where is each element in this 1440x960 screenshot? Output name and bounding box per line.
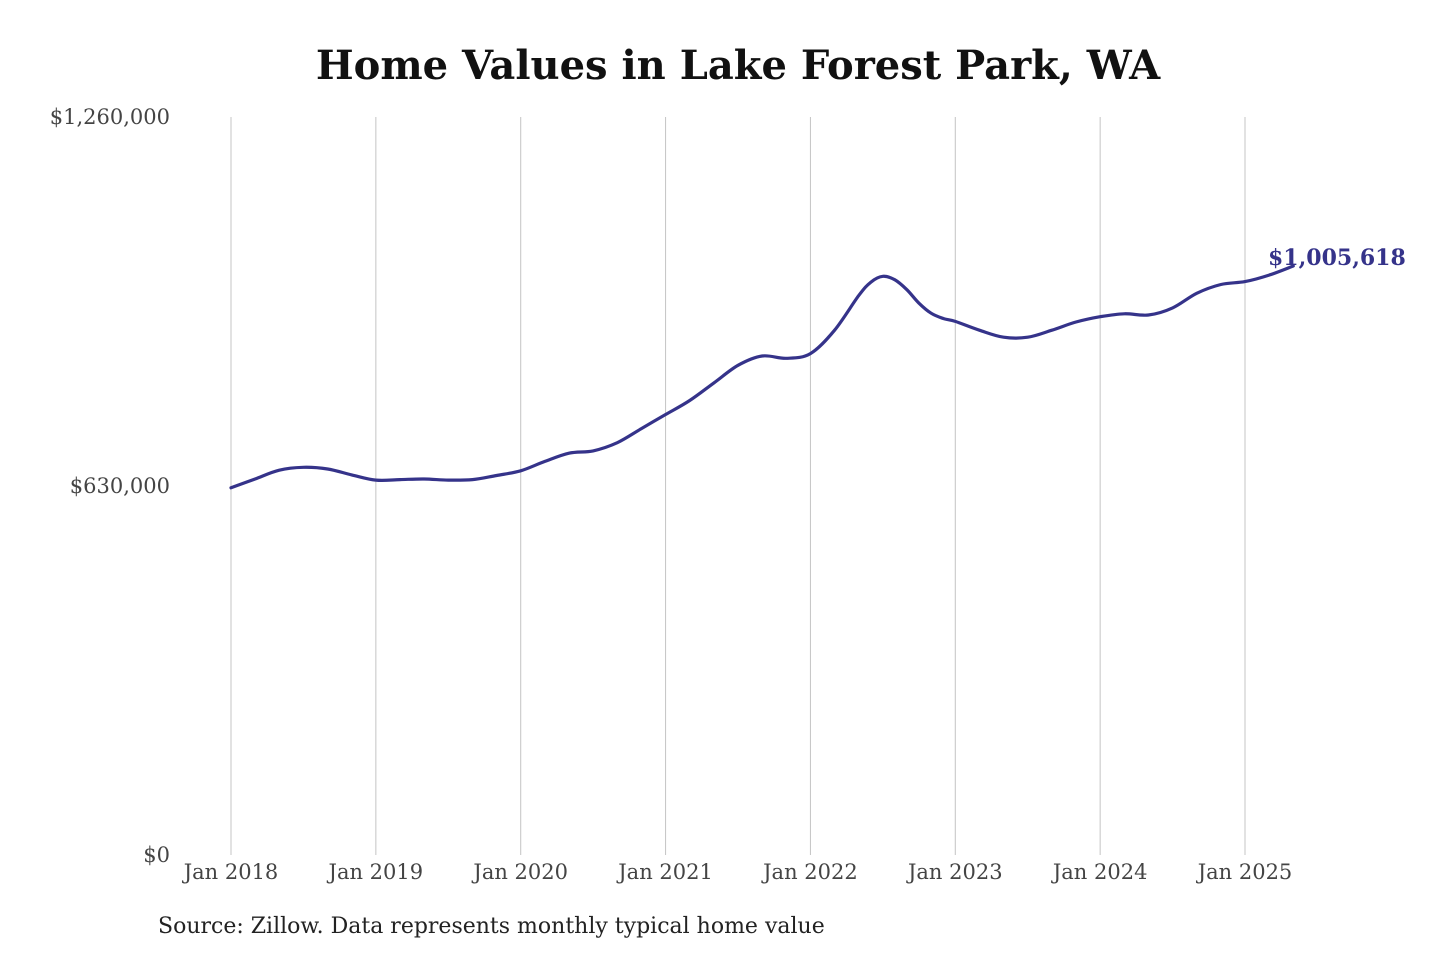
x-tick-label: Jan 2021 <box>616 860 713 884</box>
chart-source-note: Source: Zillow. Data represents monthly … <box>158 914 825 939</box>
series-line <box>229 264 1295 490</box>
y-axis: $0 $630,000 $1,260,000 <box>50 105 170 867</box>
annotation-layer: $1,005,618 <box>1268 245 1406 271</box>
x-tick-label: Jan 2018 <box>182 860 279 884</box>
y-tick-label: $1,260,000 <box>50 105 170 129</box>
chart-title: Home Values in Lake Forest Park, WA <box>315 42 1161 89</box>
end-value-label: $1,005,618 <box>1268 245 1406 271</box>
x-tick-label: Jan 2022 <box>761 860 858 884</box>
series-layer <box>229 264 1295 490</box>
x-tick-label: Jan 2024 <box>1051 860 1148 884</box>
y-tick-label: $630,000 <box>70 474 170 498</box>
gridlines <box>230 117 1246 855</box>
x-tick-label: Jan 2020 <box>471 860 568 884</box>
y-tick-label: $0 <box>143 843 170 867</box>
x-tick-label: Jan 2025 <box>1196 860 1293 884</box>
x-tick-label: Jan 2019 <box>327 860 424 884</box>
x-axis: Jan 2018 Jan 2019 Jan 2020 Jan 2021 Jan 2022… <box>182 860 1293 884</box>
x-tick-label: Jan 2023 <box>906 860 1003 884</box>
